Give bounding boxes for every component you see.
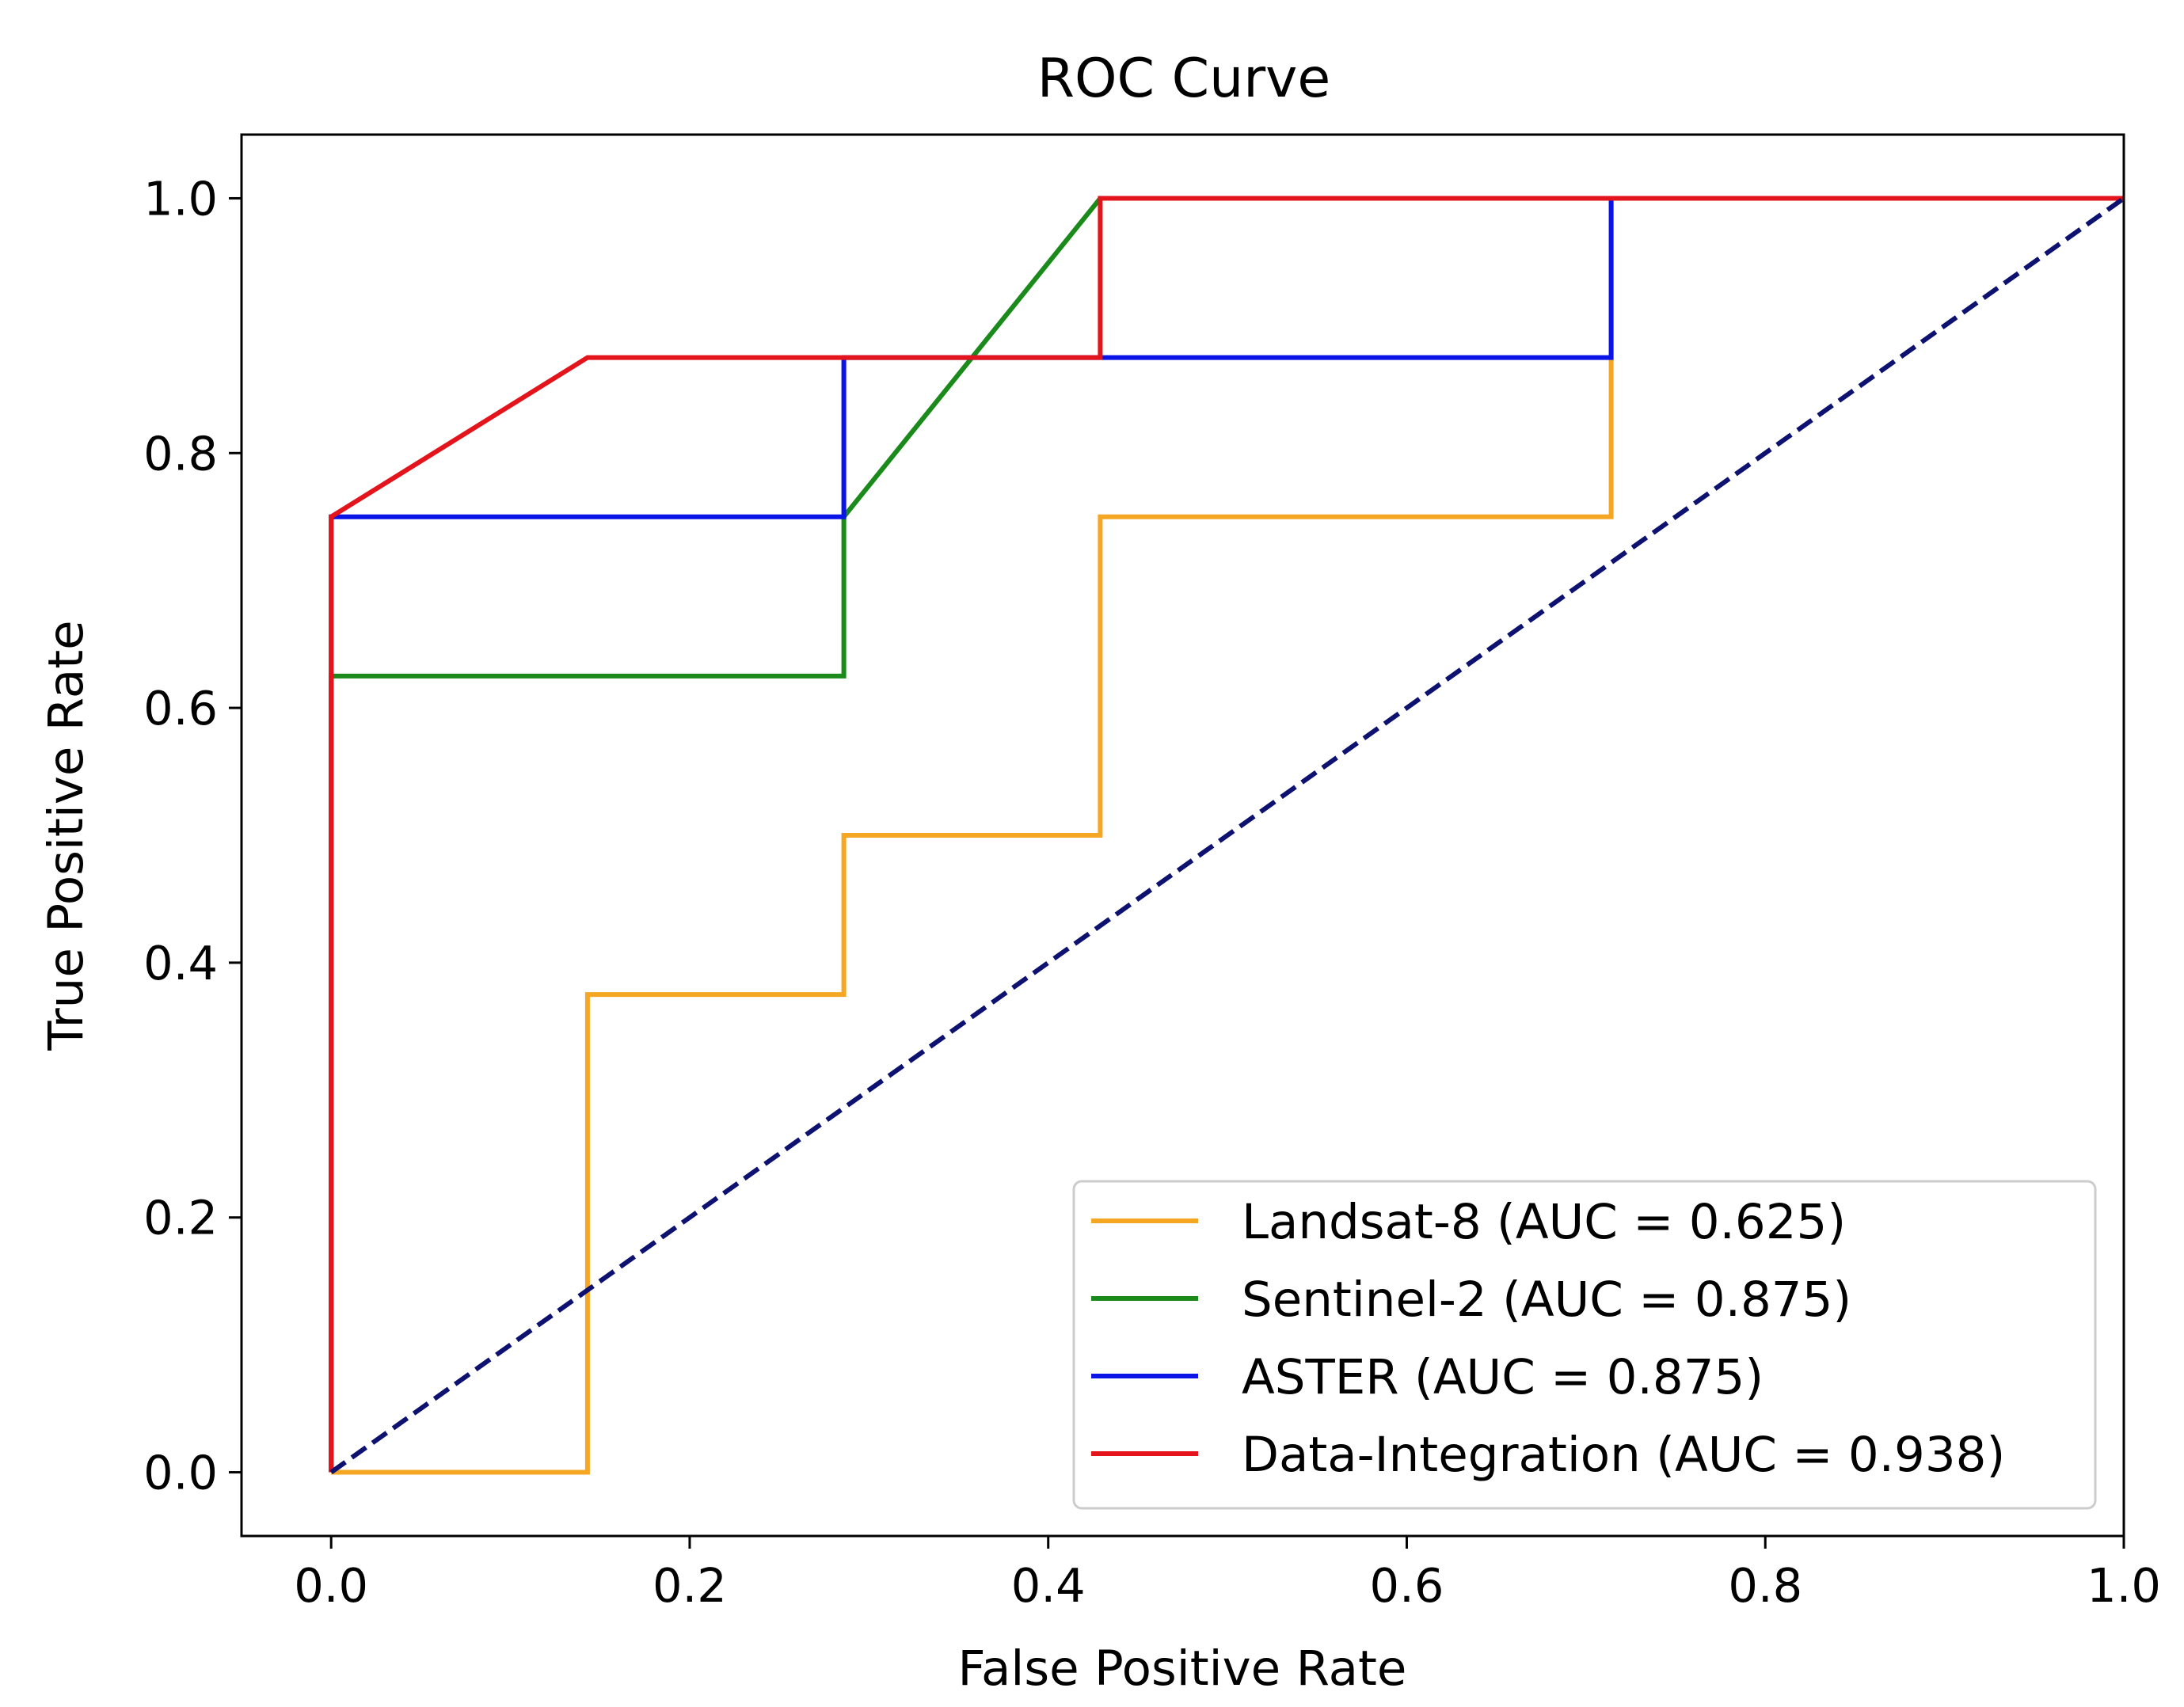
x-tick-label: 1.0: [2087, 1558, 2161, 1613]
plot-area: [329, 196, 2125, 1475]
x-tick-label: 0.0: [294, 1558, 368, 1613]
y-tick-label: 0.4: [143, 936, 218, 990]
y-axis-label: True Positive Rate: [38, 620, 94, 1051]
series-line-data-integration: [329, 196, 2124, 1473]
y-tick-label: 0.2: [143, 1191, 218, 1245]
legend-box: [1072, 1180, 2097, 1510]
y-tick-label: 0.8: [143, 426, 218, 481]
legend: Landsat-8 (AUC = 0.625) Sentinel-2 (AUC =…: [1072, 1180, 2097, 1510]
x-tick-label: 0.2: [653, 1558, 727, 1613]
y-tick-label: 0.0: [143, 1446, 218, 1500]
legend-label-aster: ASTER (AUC = 0.875): [1242, 1349, 1764, 1405]
x-tick-label: 0.4: [1011, 1558, 1086, 1613]
legend-label-landsat-8: Landsat-8 (AUC = 0.625): [1242, 1194, 1846, 1250]
chance-diagonal-line: [329, 196, 2125, 1474]
x-tick-label: 0.8: [1728, 1558, 1802, 1613]
y-tick-label: 0.6: [143, 681, 218, 736]
chart-title: ROC Curve: [1037, 48, 1330, 110]
x-axis-label: False Positive Rate: [958, 1640, 1407, 1697]
x-tick-label: 0.6: [1370, 1558, 1444, 1613]
y-tick-label: 1.0: [143, 171, 218, 226]
legend-label-data-integration: Data-Integration (AUC = 0.938): [1242, 1427, 2005, 1483]
axis-ticks: 0.0 0.2 0.4 0.6 0.8 1.0 0.0 0.2 0.4 0.6 0.8 1.0: [143, 171, 2161, 1613]
legend-label-sentinel-2: Sentinel-2 (AUC = 0.875): [1242, 1272, 1851, 1328]
axes-frame: [240, 133, 2125, 1538]
